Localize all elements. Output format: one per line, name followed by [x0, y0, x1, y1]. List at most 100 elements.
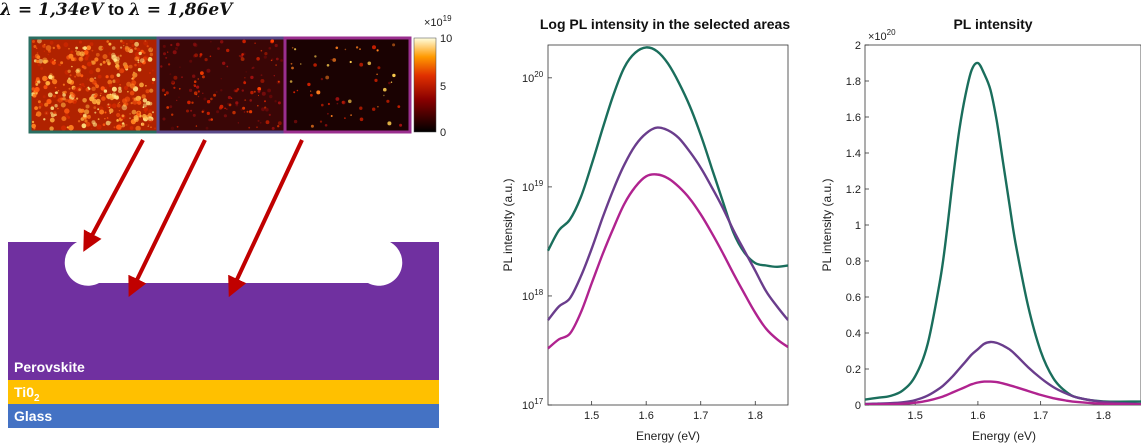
pl-map-speckle	[122, 122, 125, 125]
pl-map-speckle	[249, 99, 252, 102]
pl-map-speckle	[265, 107, 269, 112]
pl-map-speckle	[67, 116, 71, 119]
pl-map-speckle	[392, 73, 396, 78]
pl-map-speckle	[104, 118, 106, 120]
pl-map-speckle	[147, 125, 149, 128]
pl-map-speckle	[192, 74, 196, 78]
pl-map-speckle	[277, 80, 280, 83]
pl-map-speckle	[105, 75, 109, 79]
pl-map-speckle	[111, 86, 117, 92]
pl-map-speckle	[142, 106, 145, 109]
pl-map-speckle	[168, 63, 171, 66]
pl-map-speckle	[77, 120, 81, 123]
pl-map-speckle	[110, 96, 114, 101]
pl-map-speckle	[82, 113, 87, 118]
log-chart-xtick-label: 1.6	[639, 410, 654, 422]
pl-map-speckle	[95, 85, 99, 88]
pl-map-speckle	[48, 74, 53, 80]
pl-map-speckle	[31, 123, 36, 129]
pl-map-speckle	[134, 63, 137, 67]
pl-map-speckle	[223, 114, 227, 118]
pl-map-speckle	[270, 39, 274, 43]
pl-map-speckle	[37, 80, 41, 84]
pl-map-speckle	[232, 110, 236, 115]
pl-map-speckle	[101, 47, 104, 50]
log-chart-ytick-label: 1020	[522, 70, 544, 85]
pl-map-speckle	[217, 47, 220, 50]
pl-map-speckle	[99, 63, 103, 66]
pl-map-speckle	[169, 73, 172, 75]
pl-map-speckle	[86, 114, 91, 119]
pl-map-speckle	[52, 79, 58, 85]
pl-map-speckle	[90, 60, 96, 65]
pl-map-speckle	[123, 85, 129, 91]
pl-map-speckle	[36, 98, 38, 101]
pl-map-speckle	[63, 90, 67, 94]
pl-map-speckle	[257, 104, 259, 107]
pl-map-speckle	[34, 106, 38, 110]
pl-map-speckle	[83, 46, 87, 50]
pl-map-speckle	[108, 52, 112, 56]
pl-map-speckle	[143, 55, 149, 61]
linear-chart-title: PL intensity	[953, 16, 1032, 32]
pl-map-speckle	[94, 111, 97, 114]
pl-map-speckle	[92, 122, 98, 127]
linear-chart-ytick-label: 0	[855, 400, 861, 412]
pl-map-speckle	[349, 60, 352, 64]
pl-map-speckle	[75, 70, 78, 73]
pl-map-speckle	[213, 93, 217, 97]
pl-map-speckle	[36, 52, 39, 54]
pl-map-speckle	[75, 46, 78, 50]
pl-map-speckle	[252, 66, 255, 69]
pl-map-speckle	[37, 38, 42, 44]
pl-map-speckle	[53, 111, 57, 115]
pl-map-speckle	[151, 77, 156, 82]
pl-map-speckle	[140, 104, 143, 106]
pl-map-speckle	[260, 79, 265, 83]
pl-map-speckle	[93, 106, 97, 109]
pl-map-speckle	[164, 93, 167, 96]
pl-map-speckle	[376, 73, 378, 76]
pl-map-speckle	[261, 107, 265, 112]
linear-chart-xtick-label: 1.6	[970, 410, 985, 422]
pl-map-speckle	[253, 90, 256, 93]
pl-map-speckle	[134, 41, 140, 47]
perovskite-label: Perovskite	[14, 359, 85, 375]
pl-map-speckle	[136, 47, 141, 52]
pl-map-speckle	[42, 75, 48, 82]
pl-map-speckle	[264, 106, 267, 109]
pl-map-speckle	[330, 59, 332, 61]
pl-map-speckle	[178, 87, 181, 90]
pl-map-speckle	[226, 48, 230, 53]
pl-map-speckle	[171, 80, 175, 84]
pl-map-speckle	[310, 124, 314, 128]
pl-map-speckle	[95, 52, 100, 57]
pl-map-speckle	[148, 124, 150, 126]
pl-map-speckle	[102, 123, 106, 126]
linear-pl-chart: PL intensity PL intensity (a.u.) Energy …	[820, 16, 1141, 443]
pl-map-speckle	[325, 75, 330, 80]
pl-map-speckle	[116, 66, 120, 70]
perovskite-layer	[8, 242, 439, 380]
pl-map-speckle	[118, 101, 121, 104]
pl-map-speckle	[79, 51, 85, 57]
pl-map-speckle	[107, 62, 111, 66]
pl-map-speckle	[210, 97, 213, 101]
linear-chart-xtick-label: 1.8	[1096, 410, 1111, 422]
pl-map-speckle	[45, 81, 50, 86]
pl-map-speckle	[189, 88, 193, 92]
pl-map-speckle	[133, 115, 139, 121]
pl-map-speckle	[264, 100, 266, 103]
pl-map-speckle	[208, 118, 211, 122]
pl-map-speckle	[376, 49, 379, 52]
pl-map-speckle	[54, 59, 56, 62]
pl-map-speckle	[71, 93, 76, 98]
pl-map-speckle	[68, 87, 71, 90]
pl-map-speckle	[275, 64, 277, 66]
pl-map-speckle	[129, 117, 131, 119]
pl-map-speckle	[137, 61, 140, 64]
pl-map-speckle	[65, 98, 69, 103]
pl-map-speckle	[383, 87, 387, 92]
pl-map-speckle	[256, 126, 258, 128]
